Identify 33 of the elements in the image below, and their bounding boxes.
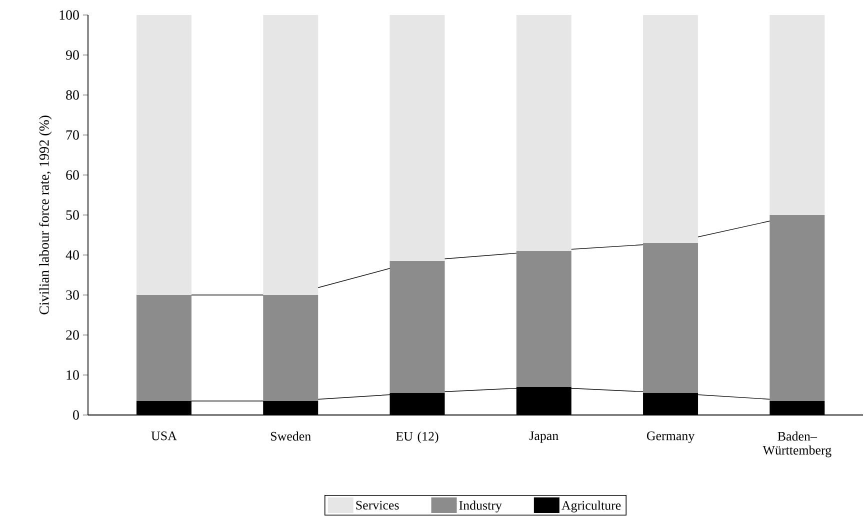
legend-label: Agriculture: [562, 500, 621, 512]
bar: [136, 14, 192, 295]
bar: [643, 14, 698, 243]
y-tick-label: 10: [66, 370, 79, 380]
bar: [263, 294, 318, 401]
bar: [390, 260, 445, 393]
x-tick-label: Sweden: [270, 432, 311, 441]
y-tick-label: 100: [60, 10, 79, 20]
bar: [516, 14, 572, 251]
y-tick-label: 20: [66, 330, 79, 340]
x-tick-label: Japan: [529, 432, 558, 443]
legend-label: Services: [356, 500, 399, 510]
y-tick-label: 40: [66, 250, 79, 260]
y-tick-label: 90: [66, 50, 79, 60]
legend-label: Industry: [459, 500, 502, 512]
y-tick-label: 60: [66, 170, 79, 180]
y-tick-label: 0: [73, 410, 79, 420]
y-tick-label: 50: [66, 210, 79, 220]
y-tick-label: 80: [66, 90, 79, 100]
bar: [770, 214, 825, 401]
bar: [770, 14, 825, 215]
bar: [643, 242, 698, 393]
bar: [263, 14, 318, 295]
y-tick-label: 30: [66, 290, 79, 300]
y-tick-label: 70: [66, 130, 79, 140]
bar: [516, 250, 572, 387]
x-tick-label: Germany: [646, 432, 695, 443]
bar: [390, 14, 445, 261]
x-tick-label: USA: [151, 432, 177, 440]
x-tick-label: Baden–Württemberg: [762, 432, 832, 458]
x-tick-label: EU (12): [396, 432, 438, 444]
bar: [136, 294, 192, 401]
y-axis-title: Civilian labour force rate, 1992 (%): [38, 116, 52, 314]
